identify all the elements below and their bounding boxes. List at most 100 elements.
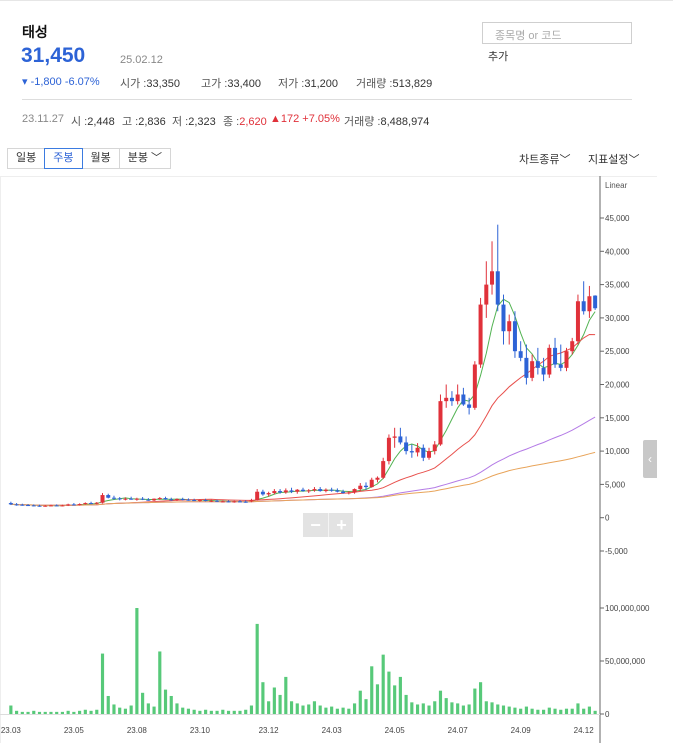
candle-body <box>66 504 71 506</box>
chevron-left-icon: ‹ <box>648 452 652 466</box>
candle-body <box>8 503 13 505</box>
candle-body <box>163 498 168 500</box>
ma-line-ma120 <box>10 451 596 506</box>
candle-body <box>461 394 466 405</box>
candle-body <box>300 489 306 492</box>
candle-body <box>570 341 575 352</box>
price-tick-label: 25,000 <box>605 347 630 356</box>
candle-body <box>14 504 19 506</box>
stock-chart[interactable]: Linear 45,000 40,000 35,000 30,000 25,000 20,0… <box>0 176 657 743</box>
candle-body <box>255 491 260 501</box>
candle-body <box>352 489 357 493</box>
hover-low: 저 :2,323 <box>172 116 216 128</box>
volume-bar <box>330 706 334 714</box>
candle-body <box>478 304 483 365</box>
candle-body <box>306 490 311 492</box>
candle-body <box>43 505 48 507</box>
candle-body <box>100 495 105 503</box>
volume-bar <box>478 682 483 714</box>
scale-label: Linear <box>605 181 628 190</box>
candle-body <box>60 505 65 507</box>
candle-body <box>564 351 569 368</box>
open-stat: 시가 :33,350 <box>120 78 181 90</box>
candle-body <box>472 364 477 408</box>
candle-body <box>83 503 88 505</box>
volume-bar <box>559 709 563 714</box>
hover-high: 고 :2,836 <box>122 116 166 128</box>
volume-bar <box>55 711 59 714</box>
candle-body <box>77 504 82 506</box>
candle-body <box>501 304 506 332</box>
volume-bar <box>112 704 116 714</box>
volume-bar <box>43 711 47 714</box>
candle-body <box>541 367 546 375</box>
volume-bar <box>83 709 87 714</box>
candle-body <box>71 504 76 506</box>
hover-close: 종 :2,620 <box>223 116 267 128</box>
volume-bar <box>381 654 385 714</box>
candle-body <box>335 490 340 492</box>
volume-bar <box>221 709 225 714</box>
candle-body <box>421 447 426 458</box>
chart-type-menu[interactable]: 차트종류﹀ <box>519 154 571 166</box>
x-tick-label: 23.10 <box>190 726 211 735</box>
price-tick-label: 0 <box>605 514 610 523</box>
side-panel-toggle[interactable]: ‹ <box>643 440 657 478</box>
stock-search-input[interactable]: 종목명 or 코드 <box>482 22 632 44</box>
candle-body <box>278 491 283 493</box>
volume-bar <box>272 687 276 714</box>
candle-body <box>444 397 449 402</box>
tab-daily[interactable]: 일봉 <box>7 148 46 169</box>
candle-body <box>289 490 294 492</box>
volume-bar <box>15 710 19 714</box>
x-tick-label: 24.05 <box>385 726 406 735</box>
volume-bar <box>542 709 546 714</box>
tab-minute[interactable]: 분봉 ﹀ <box>118 148 172 169</box>
volume-bar <box>536 709 540 714</box>
volume-bar <box>530 708 534 714</box>
volume-bar <box>421 703 425 714</box>
volume-bar <box>393 685 397 714</box>
volume-bar <box>37 711 42 714</box>
candle-body <box>203 500 208 502</box>
candle-body <box>89 503 94 505</box>
add-button[interactable]: 추가 <box>488 51 509 63</box>
zoom-in-button[interactable]: + <box>328 513 354 537</box>
zoom-out-button[interactable]: − <box>310 515 321 535</box>
volume-bar <box>513 707 517 714</box>
volume-bar <box>278 694 282 714</box>
volume-bar <box>370 666 374 714</box>
tab-weekly[interactable]: 주봉 <box>44 148 83 169</box>
candle-body <box>146 499 151 501</box>
x-tick-label: 24.12 <box>574 726 595 735</box>
x-tick-label: 23.03 <box>1 726 22 735</box>
volume-bar <box>255 623 259 714</box>
candle-body <box>404 442 409 452</box>
stock-name: 태성 <box>22 24 48 40</box>
hover-open: 시 :2,448 <box>71 116 115 128</box>
volume-bar <box>347 708 351 714</box>
volume-bar <box>410 702 414 714</box>
x-tick-label: 24.03 <box>322 726 343 735</box>
divider <box>22 99 632 100</box>
candle-body <box>220 501 225 503</box>
volume-bar <box>375 684 380 714</box>
indicator-settings-menu[interactable]: 지표설정﹀ <box>588 154 640 166</box>
volume-stat: 거래량 :513,829 <box>356 78 433 90</box>
volume-bar <box>307 704 311 714</box>
volume-bar <box>244 709 248 714</box>
candle-body <box>346 492 351 494</box>
tab-monthly[interactable]: 월봉 <box>81 148 120 169</box>
ma-line-ma60 <box>10 416 596 506</box>
candle-body <box>243 501 248 503</box>
candle-body <box>495 271 500 305</box>
volume-bar <box>295 703 299 714</box>
candle-body <box>593 295 598 309</box>
volume-bar <box>118 707 122 714</box>
volume-bar <box>181 707 185 714</box>
candle-body <box>575 301 580 342</box>
volume-bar <box>519 708 523 714</box>
top-border <box>0 0 673 1</box>
volume-bar <box>467 704 471 714</box>
candle-body <box>140 498 145 500</box>
